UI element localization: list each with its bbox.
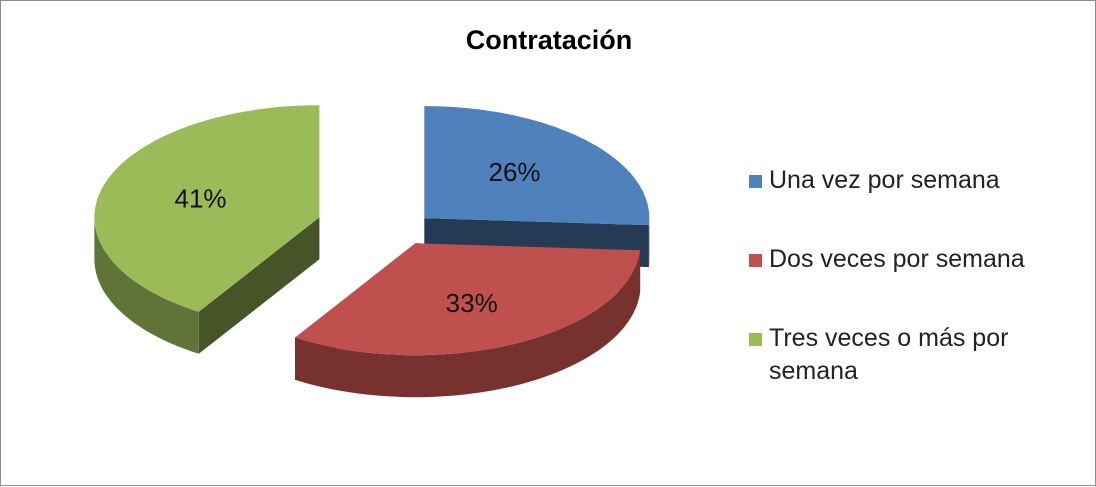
legend-swatch — [749, 333, 762, 346]
data-label: 26% — [489, 157, 541, 187]
legend-label: Tres veces o más por semana — [769, 322, 1069, 388]
legend-item: Una vez por semana — [749, 164, 1069, 197]
slice — [94, 105, 319, 354]
legend-label: Dos veces por semana — [769, 243, 1025, 276]
legend-label: Una vez por semana — [769, 164, 1000, 197]
data-label: 33% — [446, 288, 498, 318]
legend-swatch — [749, 254, 762, 267]
data-label: 41% — [175, 183, 227, 213]
slice — [295, 243, 640, 397]
chart-title: Contratación — [466, 25, 633, 55]
legend-item: Dos veces por semana — [749, 243, 1069, 276]
legend-item: Tres veces o más por semana — [749, 322, 1069, 388]
legend-swatch — [749, 175, 762, 188]
legend: Una vez por semana Dos veces por semana Tr… — [749, 164, 1069, 434]
